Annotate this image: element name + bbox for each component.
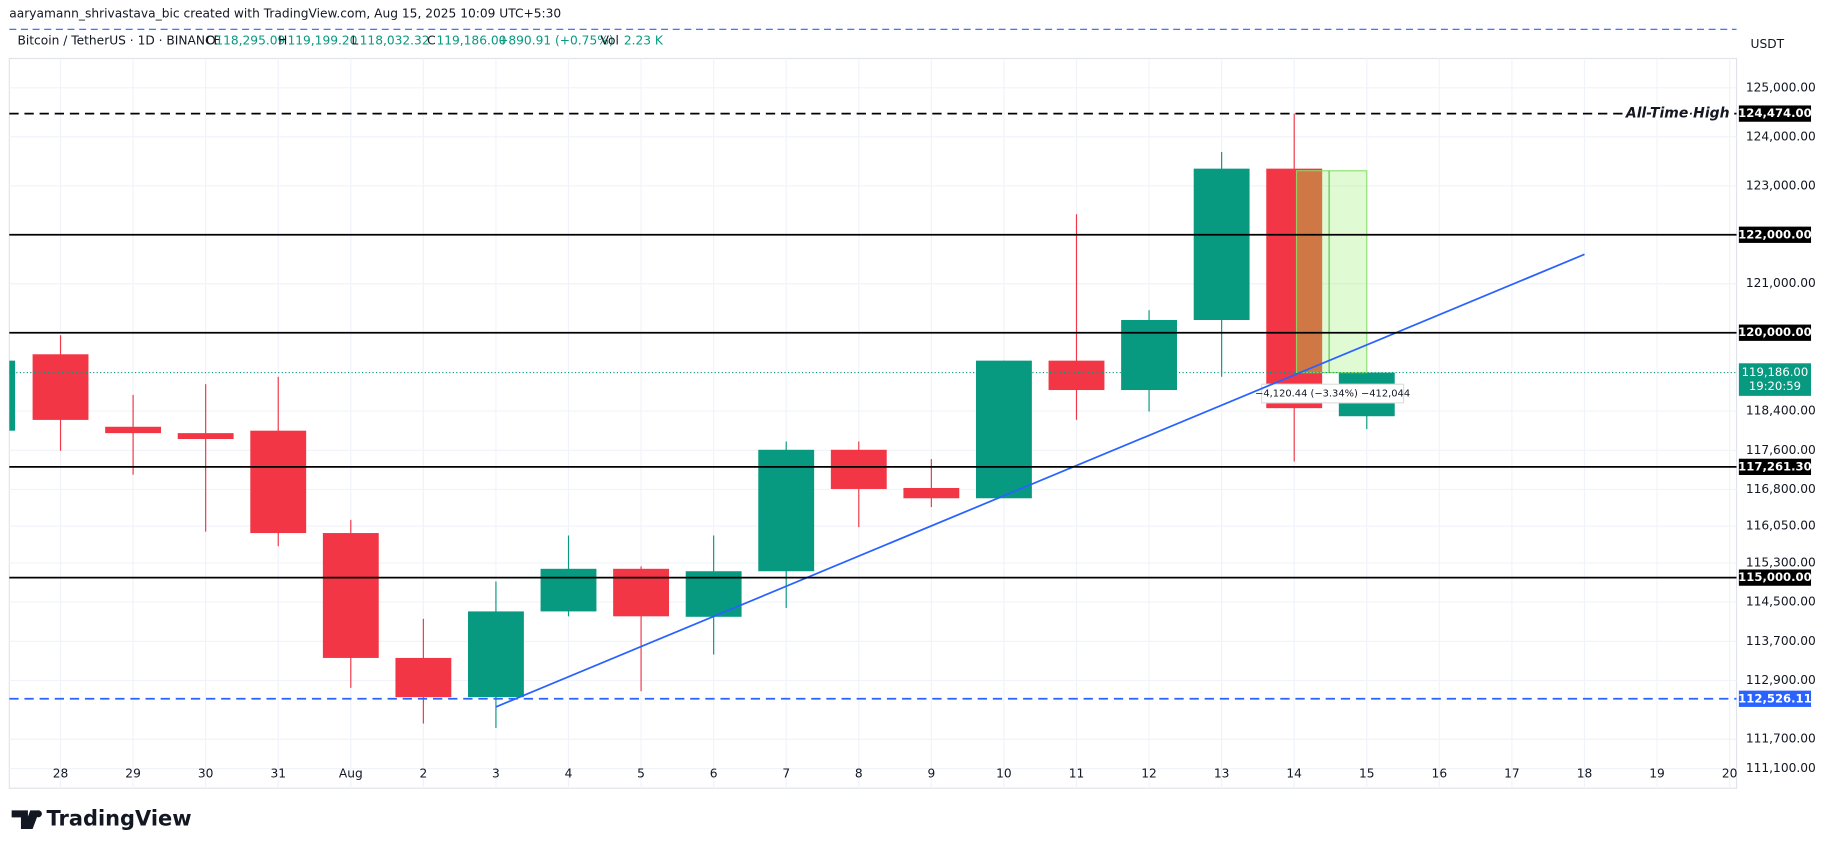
- o-key: O: [206, 33, 216, 47]
- level-label-bg: [1738, 226, 1812, 243]
- x-tick-label: 10: [996, 767, 1012, 781]
- level-label-bg: [1738, 324, 1812, 341]
- legend: Bitcoin / TetherUS · 1D · BINANCE O 118,…: [17, 33, 663, 47]
- x-tick-label: 28: [53, 767, 69, 781]
- l-value: 118,032.32: [360, 33, 430, 47]
- x-tick-label: 3: [492, 767, 500, 781]
- x-tick-label: 29: [125, 767, 141, 781]
- c-key: C: [427, 33, 436, 47]
- candle-body: [540, 568, 597, 612]
- measure-label-bg: [1261, 383, 1405, 404]
- x-tick-label: 2: [419, 767, 427, 781]
- x-tick-label: 31: [270, 767, 286, 781]
- y-tick-label: 116,050.00: [1746, 519, 1816, 533]
- candle-body: [32, 354, 89, 420]
- candle-body: [830, 449, 887, 489]
- x-tick-label: 7: [782, 767, 790, 781]
- y-tick-label: 113,700.00: [1746, 634, 1816, 648]
- candle-body: [322, 533, 379, 658]
- level-label-bg: [1738, 690, 1812, 707]
- level-label: 120,000.00: [1738, 325, 1812, 339]
- l-key: L: [351, 33, 358, 47]
- y-tick-label: 111,100.00: [1746, 761, 1816, 775]
- x-tick-label: 14: [1286, 767, 1302, 781]
- x-tick-label: 18: [1577, 767, 1593, 781]
- y-tick-label: 115,300.00: [1746, 555, 1816, 569]
- y-tick-label: 111,700.00: [1746, 732, 1816, 746]
- currency: USDT: [1751, 37, 1785, 51]
- y-tick-label: 112,900.00: [1746, 673, 1816, 687]
- y-tick-label: 114,500.00: [1746, 595, 1816, 609]
- candle-body: [468, 611, 524, 698]
- level-label-bg: [1738, 458, 1812, 476]
- logo: TradingView: [11, 807, 192, 831]
- level-label: 117,261.30: [1738, 459, 1812, 473]
- candle-body: [177, 433, 234, 440]
- x-tick-label: 15: [1359, 767, 1375, 781]
- credit: aaryamann_shrivastava_bic created with T…: [9, 7, 561, 21]
- level-label: 124,474.00: [1738, 106, 1812, 120]
- y-tick-label: 118,400.00: [1746, 404, 1816, 418]
- x-tick-label: Aug: [339, 767, 363, 781]
- ath-annotation: All-Time High: [1625, 106, 1730, 122]
- level-label: 122,000.00: [1738, 227, 1812, 241]
- countdown: 19:20:59: [1749, 379, 1801, 393]
- candle-body: [250, 430, 307, 534]
- level-label: 112,526.11: [1738, 691, 1812, 705]
- x-tick-label: 17: [1504, 767, 1520, 781]
- grid: [9, 58, 1737, 789]
- candle-body: [1048, 360, 1105, 391]
- vol-value: 2.23 K: [624, 33, 664, 47]
- logo-text: TradingView: [47, 807, 192, 831]
- y-tick-label: 117,600.00: [1746, 443, 1816, 457]
- last-price-bg: [1738, 363, 1812, 396]
- y-tick-label: 123,000.00: [1746, 178, 1816, 192]
- y-tick-label: 125,000.00: [1746, 80, 1816, 94]
- x-tick-label: 16: [1432, 767, 1448, 781]
- last-price-label: 119,186.00: [1742, 365, 1809, 379]
- x-tick-label: 13: [1214, 767, 1230, 781]
- level-label-bg: [1738, 569, 1812, 586]
- candle-body: [1193, 168, 1250, 320]
- x-tick-label: 30: [198, 767, 214, 781]
- price-axis: 125,000.00 124,000.00 123,000.00 121,000.00…: [1738, 80, 1816, 775]
- x-tick-label: 8: [855, 767, 863, 781]
- candle-body: [758, 449, 815, 572]
- candle-body: [975, 360, 1032, 499]
- candle-body: [613, 568, 670, 617]
- plot: −4,120.44 (−3.34%) −412,044 All-Time High: [9, 103, 1737, 728]
- measure-label: −4,120.44 (−3.34%) −412,044: [1255, 389, 1410, 400]
- x-tick-label: 4: [565, 767, 573, 781]
- y-tick-label: 116,800.00: [1746, 482, 1816, 496]
- symbol: Bitcoin / TetherUS · 1D · BINANCE: [17, 33, 221, 47]
- vol-key: Vol: [601, 33, 619, 47]
- measure-overlay: [1296, 170, 1323, 373]
- x-tick-label: 19: [1649, 767, 1665, 781]
- candle-body: [105, 426, 162, 434]
- x-tick-label: 11: [1069, 767, 1085, 781]
- c-value: 119,186.00: [436, 33, 506, 47]
- x-tick-label: 12: [1141, 767, 1157, 781]
- h-key: H: [278, 33, 287, 47]
- trendline: [495, 253, 1585, 708]
- level-label: 115,000.00: [1738, 570, 1812, 584]
- candle-body: [1121, 319, 1177, 391]
- candle-body: [395, 657, 452, 698]
- y-tick-label: 124,000.00: [1746, 129, 1816, 143]
- x-tick-label: 20: [1722, 767, 1738, 781]
- x-tick-label: 6: [710, 767, 718, 781]
- edge-candle: [9, 360, 16, 431]
- x-tick-label: 9: [927, 767, 935, 781]
- plot-frame: [8, 57, 1738, 789]
- level-label-bg: [1738, 105, 1812, 122]
- o-value: 118,295.09: [215, 33, 285, 47]
- candle-body: [903, 487, 960, 499]
- h-value: 119,199.20: [287, 33, 357, 47]
- y-tick-label: 121,000.00: [1746, 276, 1816, 290]
- change: +890.91 (+0.75%): [498, 33, 613, 47]
- x-tick-label: 5: [637, 767, 645, 781]
- measure-box: [1295, 170, 1368, 374]
